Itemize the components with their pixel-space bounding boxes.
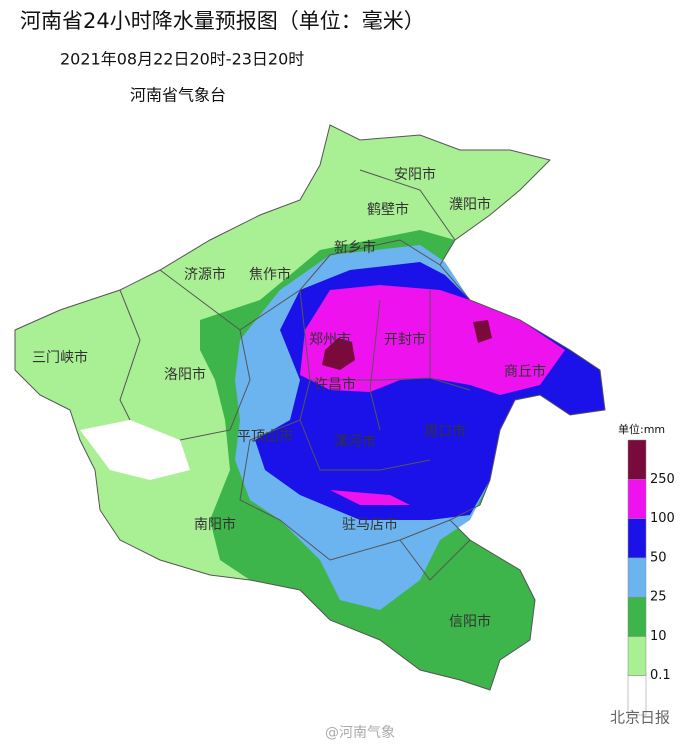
legend: 单位:mm 0.1 10 25 50 100 250 <box>618 422 675 716</box>
legend-unit: 单位:mm <box>618 422 665 436</box>
city-label: 许昌市 <box>314 376 356 393</box>
rain-area <box>80 420 190 480</box>
legend-tick-label: 25 <box>650 590 667 605</box>
city-label: 郑州市 <box>309 331 351 348</box>
rain-area <box>473 320 492 343</box>
legend-swatch <box>627 596 647 637</box>
city-label: 平顶山市 <box>237 428 293 445</box>
city-label: 洛阳市 <box>164 366 206 383</box>
city-label: 三门峡市 <box>32 349 88 366</box>
legend-swatch <box>627 636 647 676</box>
city-border <box>119 169 471 581</box>
city-label: 新乡市 <box>334 239 376 256</box>
rain-area <box>322 338 355 370</box>
legend-tick-label: 0.1 <box>650 668 671 683</box>
title: 河南省24小时降水量预报图（单位：毫米） <box>20 9 425 33</box>
rain-area <box>300 285 565 395</box>
legend-swatch <box>627 479 647 519</box>
watermark: 北京日报 <box>610 709 670 727</box>
legend-swatch <box>627 557 647 598</box>
legend-tick-label: 100 <box>650 511 675 526</box>
agency: 河南省气象台 <box>130 86 226 105</box>
city-label: 济源市 <box>184 266 226 283</box>
city-label: 漯河市 <box>334 433 376 450</box>
legend-tick-label: 250 <box>650 472 675 487</box>
city-label: 信阳市 <box>449 613 491 630</box>
map <box>14 124 606 691</box>
legend-swatch <box>627 439 647 480</box>
city-label: 安阳市 <box>394 166 436 183</box>
legend-swatch <box>627 518 647 559</box>
legend-tick-label: 10 <box>650 629 667 644</box>
city-label: 南阳市 <box>194 516 236 533</box>
city-label: 焦作市 <box>249 266 291 283</box>
city-label: 驻马店市 <box>342 516 398 533</box>
rain-area <box>330 490 410 505</box>
city-label: 商丘市 <box>504 363 546 380</box>
legend-tick-label: 50 <box>650 550 667 565</box>
watermark: @河南气象 <box>325 725 395 741</box>
city-label: 鹤壁市 <box>367 201 409 218</box>
city-label: 周口市 <box>424 423 466 440</box>
city-label: 濮阳市 <box>449 196 491 213</box>
province-border <box>14 124 606 691</box>
period: 2021年08月22日20时-23日20时 <box>60 50 304 69</box>
city-label: 开封市 <box>384 331 426 348</box>
